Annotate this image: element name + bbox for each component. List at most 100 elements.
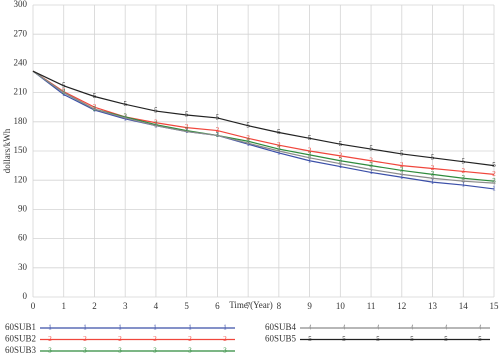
legend-marker: 5 — [478, 335, 482, 343]
x-tick-label: 15 — [490, 301, 500, 311]
point-marker: 5 — [369, 145, 373, 153]
y-tick-label: 60 — [18, 233, 28, 243]
point-marker: 4 — [492, 179, 496, 187]
legend-marker: 1 — [153, 324, 157, 332]
x-tick-label: 8 — [277, 301, 282, 311]
legend-marker: 1 — [223, 324, 227, 332]
point-marker: 1 — [62, 90, 66, 98]
legend-marker: 1 — [48, 324, 52, 332]
point-marker: 2 — [62, 87, 66, 95]
point-marker: 1 — [400, 173, 404, 181]
series-line — [32, 70, 495, 182]
x-tick-label: 14 — [459, 301, 469, 311]
point-marker: 4 — [462, 177, 466, 185]
y-tick-label: 120 — [14, 174, 28, 184]
legend-marker: 5 — [308, 335, 312, 343]
legend-label: 60SUB1 — [5, 322, 36, 332]
point-marker: 2 — [93, 103, 97, 111]
x-tick-label: 5 — [184, 301, 189, 311]
point-marker: 3 — [492, 177, 496, 185]
legend-marker: 3 — [188, 347, 192, 353]
point-marker: 4 — [246, 139, 250, 147]
x-tick-label: 1 — [61, 301, 66, 311]
x-tick-label: 0 — [31, 301, 36, 311]
point-marker: 5 — [216, 114, 220, 122]
legend-marker: 5 — [444, 335, 448, 343]
point-marker: 2 — [216, 126, 220, 134]
point-marker: 4 — [185, 127, 189, 135]
point-marker: 4 — [277, 147, 281, 155]
point-marker: 3 — [308, 151, 312, 159]
y-tick-label: 150 — [14, 145, 28, 155]
point-marker: 1 — [369, 168, 373, 176]
legend-marker: 1 — [83, 324, 87, 332]
x-tick-label: 13 — [428, 301, 438, 311]
legend-marker: 3 — [223, 347, 227, 353]
point-marker: 3 — [185, 126, 189, 134]
series-line — [32, 70, 495, 184]
point-marker: 5 — [400, 150, 404, 158]
legend-label: 60SUB5 — [265, 334, 297, 344]
x-axis-label: Time (Year) — [229, 300, 273, 310]
series-line — [32, 70, 495, 190]
point-marker: 5 — [154, 107, 158, 115]
x-tick-label: 9 — [307, 301, 312, 311]
series-line — [32, 70, 495, 167]
point-marker: 2 — [277, 141, 281, 149]
point-marker: 3 — [154, 120, 158, 128]
point-marker: 5 — [339, 140, 343, 148]
point-marker: 2 — [431, 164, 435, 172]
legend-marker: 3 — [118, 347, 122, 353]
point-marker: 3 — [369, 161, 373, 169]
point-marker: 3 — [462, 174, 466, 182]
legend-label: 60SUB3 — [5, 345, 37, 353]
point-marker: 4 — [216, 131, 220, 139]
y-tick-label: 210 — [14, 87, 28, 97]
legend-marker: 3 — [83, 347, 87, 353]
x-tick-label: 3 — [123, 301, 128, 311]
x-tick-label: 7 — [246, 301, 251, 311]
y-tick-label: 300 — [14, 0, 28, 9]
x-tick-label: 12 — [397, 301, 406, 311]
point-marker: 5 — [462, 157, 466, 165]
y-axis-label: dollars/kWh — [2, 128, 12, 173]
point-marker: 2 — [185, 123, 189, 131]
point-marker: 2 — [400, 161, 404, 169]
point-marker: 4 — [154, 121, 158, 129]
x-tick-label: 4 — [154, 301, 159, 311]
point-marker: 2 — [492, 170, 496, 178]
point-marker: 5 — [185, 111, 189, 119]
legend-marker: 4 — [478, 324, 482, 332]
x-tick-label: 6 — [215, 301, 220, 311]
point-marker: 2 — [462, 167, 466, 175]
legend-marker: 1 — [118, 324, 122, 332]
y-tick-label: 90 — [18, 203, 28, 213]
point-marker: 2 — [154, 118, 158, 126]
point-marker: 5 — [123, 100, 127, 108]
point-marker: 4 — [339, 159, 343, 167]
point-marker: 4 — [62, 88, 66, 96]
legend-marker: 5 — [410, 335, 414, 343]
point-marker: 3 — [246, 137, 250, 145]
point-marker: 5 — [431, 153, 435, 161]
point-marker: 2 — [369, 156, 373, 164]
x-tick-label: 2 — [92, 301, 97, 311]
point-marker: 5 — [277, 128, 281, 136]
legend-marker: 2 — [188, 335, 192, 343]
legend-marker: 3 — [48, 347, 52, 353]
point-marker: 3 — [339, 156, 343, 164]
legend-marker: 5 — [342, 335, 346, 343]
point-marker: 5 — [246, 121, 250, 129]
point-marker: 3 — [400, 166, 404, 174]
legend-marker: 2 — [83, 335, 87, 343]
point-marker: 2 — [246, 134, 250, 142]
point-marker: 1 — [492, 185, 496, 193]
legend-marker: 1 — [188, 324, 192, 332]
legend-label: 60SUB4 — [265, 322, 297, 332]
legend-marker: 2 — [223, 335, 227, 343]
point-marker: 1 — [431, 178, 435, 186]
y-tick-label: 270 — [14, 28, 28, 38]
y-tick-label: 0 — [23, 291, 28, 301]
point-marker: 3 — [123, 113, 127, 121]
